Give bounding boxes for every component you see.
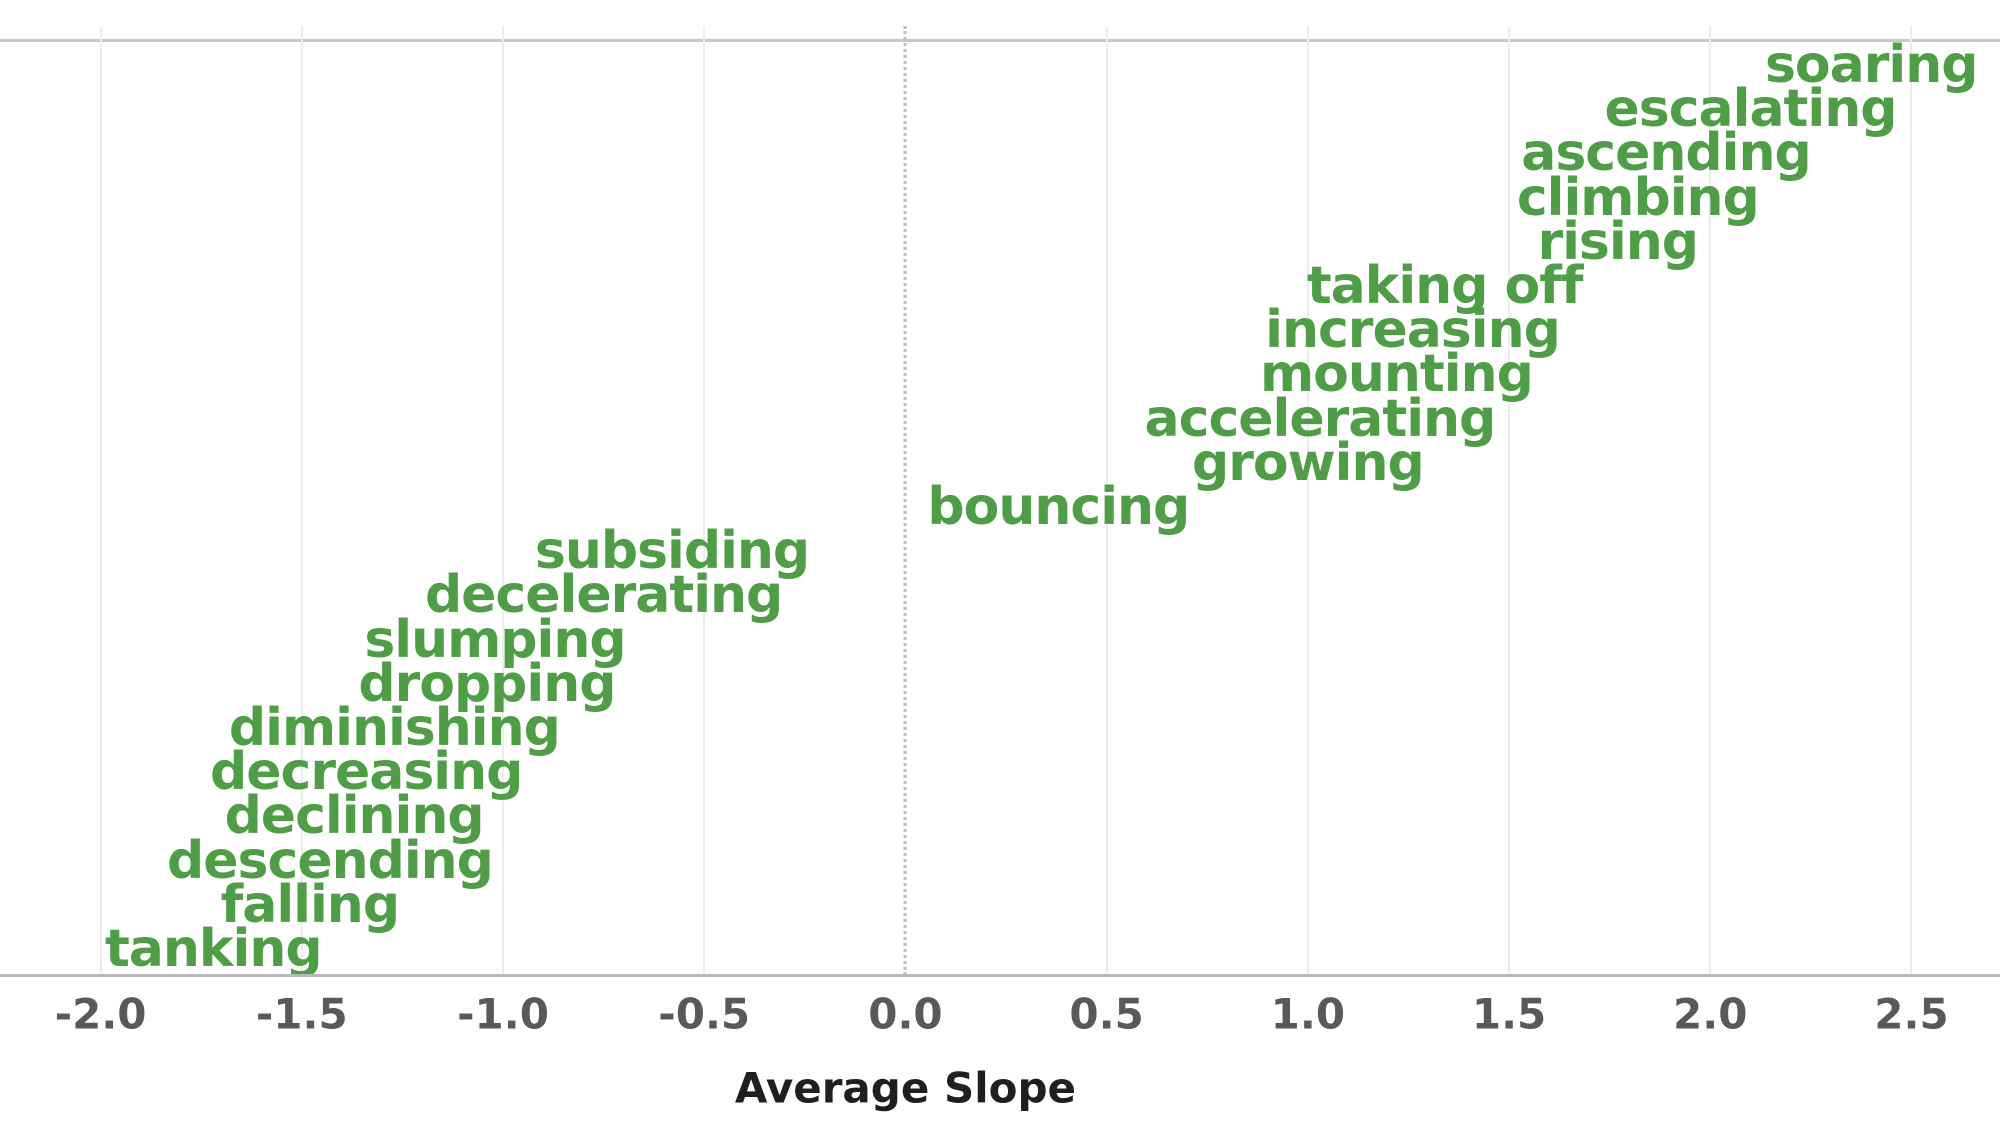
- word-label: climbing: [1516, 167, 1760, 228]
- word-label: accelerating: [1144, 388, 1497, 449]
- x-tick-label: 0.5: [1069, 989, 1144, 1039]
- x-tick-label: 1.5: [1471, 989, 1547, 1039]
- word-label: declining: [224, 786, 485, 847]
- x-tick-label: -2.0: [54, 989, 147, 1039]
- x-tick-label: -0.5: [658, 989, 751, 1039]
- word-label: escalating: [1604, 79, 1898, 140]
- word-label: increasing: [1265, 300, 1561, 361]
- word-label: rising: [1537, 211, 1698, 272]
- x-gridline: [99, 26, 102, 975]
- word-label: tanking: [104, 919, 323, 979]
- x-gridline: [1508, 26, 1511, 975]
- word-label: mounting: [1259, 344, 1534, 405]
- x-tick-label: 2.0: [1673, 989, 1748, 1039]
- x-gridline: [1306, 26, 1309, 975]
- x-tick-label: 0.0: [868, 989, 943, 1039]
- x-tick-label: 1.0: [1270, 989, 1346, 1039]
- x-tick-label: -1.0: [457, 989, 549, 1039]
- zero-gridline: [903, 26, 907, 975]
- x-gridline: [1105, 26, 1108, 975]
- x-tick-label: -1.5: [255, 989, 348, 1039]
- x-axis-title: Average Slope: [734, 1063, 1076, 1113]
- word-label: slumping: [364, 609, 626, 670]
- x-gridline: [1709, 26, 1712, 975]
- x-gridline: [502, 26, 505, 975]
- word-label: decelerating: [424, 565, 783, 626]
- word-label: falling: [220, 874, 400, 935]
- word-label: taking off: [1306, 256, 1584, 316]
- word-label: subsiding: [534, 521, 810, 582]
- word-label: growing: [1191, 432, 1425, 493]
- word-label: dropping: [358, 653, 616, 714]
- word-label: bouncing: [927, 477, 1190, 537]
- x-gridline: [300, 26, 303, 975]
- word-label: ascending: [1521, 123, 1811, 184]
- x-axis-line: [0, 974, 2000, 977]
- word-label: soaring: [1764, 35, 1978, 95]
- word-label: diminishing: [228, 698, 561, 758]
- x-gridline: [703, 26, 706, 975]
- plot-top-border: [0, 39, 2000, 42]
- x-gridline: [1910, 26, 1913, 975]
- x-tick-label: 2.5: [1874, 989, 1949, 1039]
- word-label: descending: [167, 830, 494, 891]
- word-label: decreasing: [210, 742, 523, 803]
